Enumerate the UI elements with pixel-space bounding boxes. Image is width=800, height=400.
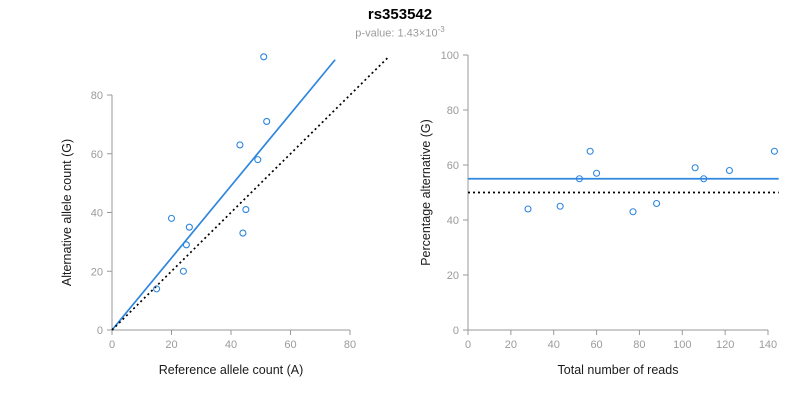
- x-tick-label: 40: [225, 339, 237, 351]
- x-axis-label: Total number of reads: [558, 363, 679, 377]
- data-point: [236, 141, 244, 149]
- x-tick-label: 20: [165, 339, 177, 351]
- data-point: [556, 202, 564, 210]
- data-point: [524, 205, 532, 213]
- pvalue-subtitle: p-value: 1.43×10-3: [0, 25, 800, 40]
- x-tick-label: 100: [673, 339, 691, 351]
- data-point: [593, 169, 601, 177]
- y-tick-label: 100: [441, 50, 459, 62]
- data-point: [770, 147, 778, 155]
- page-title: rs353542: [367, 6, 433, 23]
- percentage-scatter-svg: 0 20 40 60 80 100 120 140 0 20 40 60 80 100 Total numb…: [419, 50, 779, 377]
- data-point: [254, 156, 262, 164]
- x-tick-label: 0: [109, 339, 115, 351]
- allele-count-scatter-svg: 0 20 40 60 80 0 20 40 60 80 Reference allele count…: [60, 53, 390, 377]
- x-tick-label: 120: [716, 339, 734, 351]
- x-axis-label: Reference allele count (A): [159, 363, 304, 377]
- data-point: [653, 199, 661, 208]
- data-point: [167, 214, 176, 222]
- fit-line: [111, 59, 336, 331]
- y-tick-label: 0: [453, 325, 459, 337]
- y-axis-label: Percentage alternative (G): [419, 119, 433, 266]
- y-tick-label: 80: [91, 90, 103, 102]
- data-point: [575, 175, 583, 183]
- x-tick-label: 0: [465, 339, 471, 351]
- data-point: [179, 267, 187, 275]
- y-tick-label: 60: [447, 160, 459, 172]
- x-tick-label: 80: [344, 339, 356, 351]
- data-point: [242, 206, 250, 214]
- y-tick-label: 80: [447, 105, 459, 117]
- data-point: [260, 53, 268, 61]
- x-tick-label: 60: [590, 339, 602, 351]
- data-point: [725, 166, 733, 175]
- figure-header: rs353542 p-value: 1.43×10-3: [0, 6, 800, 40]
- data-point: [263, 117, 271, 125]
- y-tick-label: 40: [91, 208, 103, 220]
- data-point: [182, 241, 190, 249]
- data-point: [700, 175, 708, 183]
- data-point: [153, 285, 161, 293]
- data-point: [239, 229, 247, 237]
- data-point: [185, 223, 193, 231]
- data-point: [629, 208, 637, 216]
- y-axis-label: Alternative allele count (G): [60, 139, 74, 286]
- data-point: [691, 164, 699, 172]
- percentage-scatter: 0 20 40 60 80 100 120 140 0 20 40 60 80 100 Total numb…: [418, 30, 793, 395]
- x-tick-label: 60: [284, 339, 296, 351]
- y-tick-label: 60: [91, 149, 103, 161]
- y-tick-label: 40: [447, 215, 459, 227]
- pvalue-exponent: -3: [437, 25, 445, 34]
- x-tick-label: 40: [548, 339, 560, 351]
- x-tick-label: 80: [633, 339, 645, 351]
- pvalue-text: p-value: 1.43×10: [355, 27, 438, 40]
- y-tick-label: 20: [447, 270, 459, 282]
- data-point: [586, 147, 594, 155]
- x-tick-label: 140: [759, 339, 777, 351]
- x-tick-label: 20: [505, 339, 517, 351]
- y-tick-label: 20: [91, 266, 103, 278]
- y-tick-label: 0: [97, 325, 103, 337]
- allele-count-scatter: 0 20 40 60 80 0 20 40 60 80 Reference allele count…: [57, 30, 402, 395]
